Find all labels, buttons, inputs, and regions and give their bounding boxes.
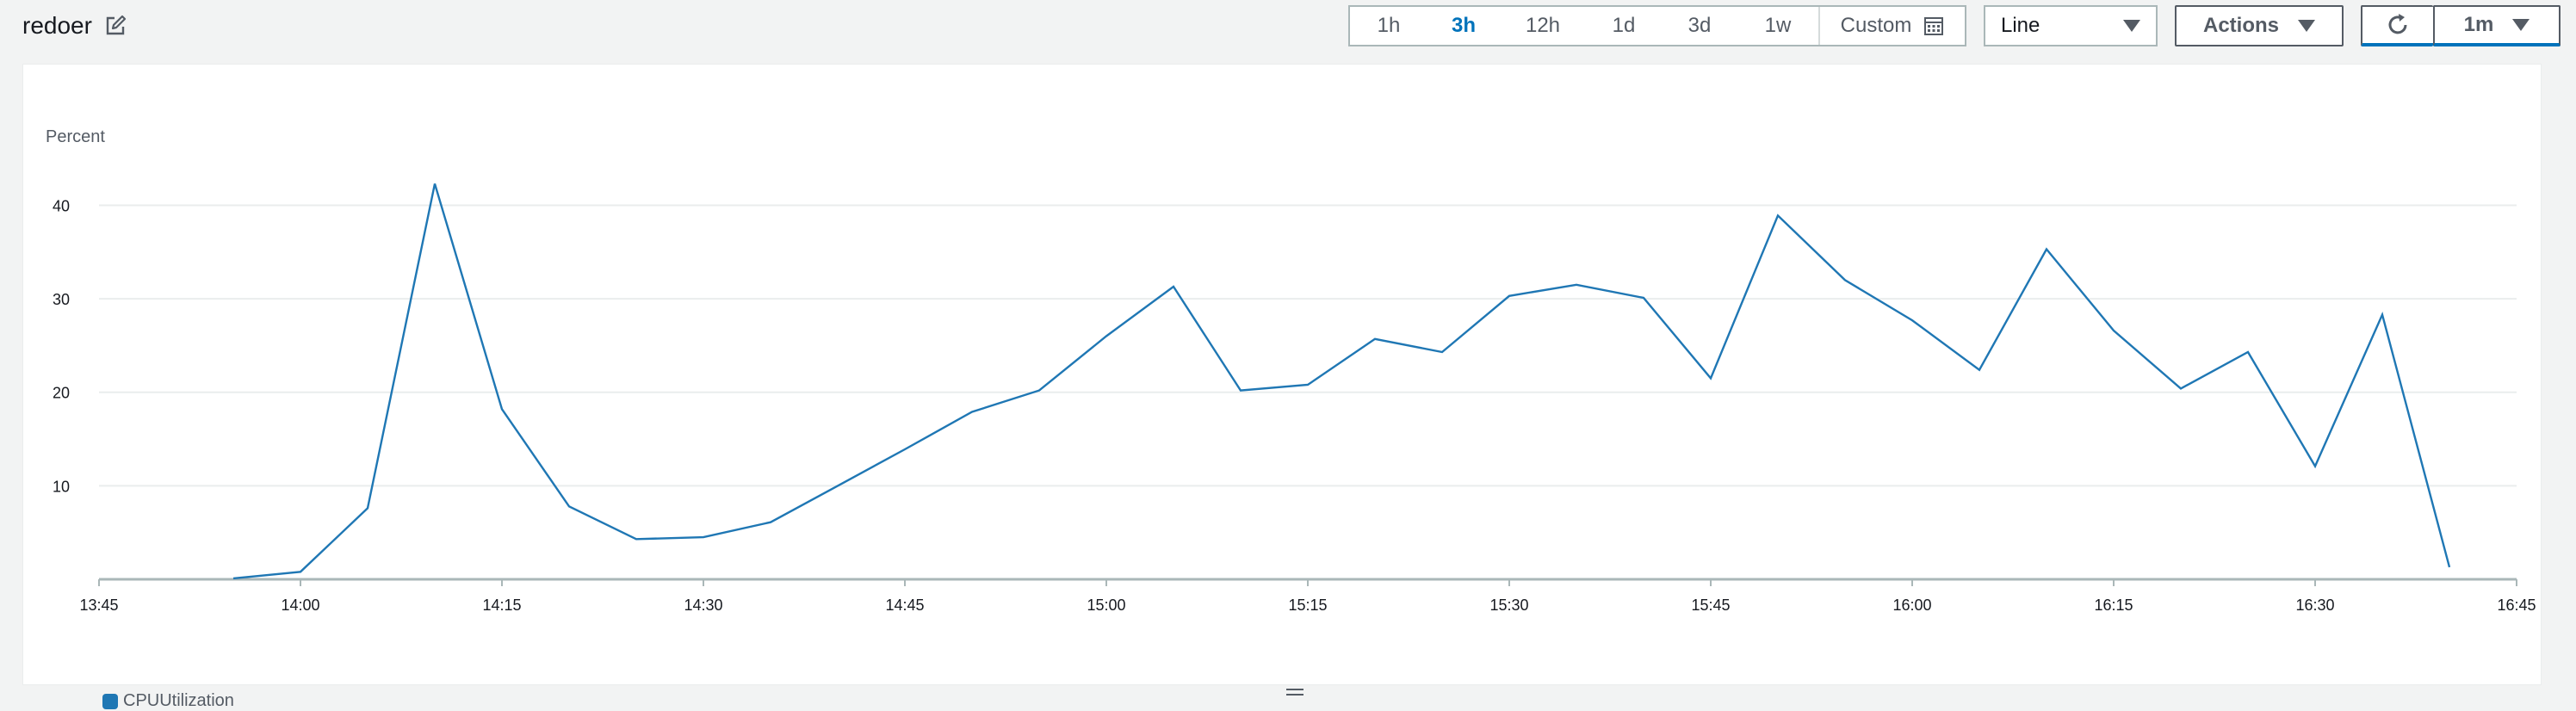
x-tick-label: 15:00: [1087, 597, 1125, 614]
edit-icon[interactable]: [104, 15, 127, 37]
legend-label[interactable]: CPUUtilization: [123, 691, 234, 710]
widget-title-group: redoer: [22, 12, 127, 40]
x-tick-label: 15:15: [1288, 597, 1327, 614]
x-tick-label: 14:00: [281, 597, 319, 614]
refresh-interval-value: 1m: [2463, 13, 2494, 36]
dashboard-header: redoer 1h 3h 12h 1d 3d 1w Custom Line: [0, 0, 2576, 60]
graph-type-select[interactable]: Line: [1984, 5, 2158, 46]
x-tick-label: 16:00: [1892, 597, 1931, 614]
time-range-custom[interactable]: Custom: [1818, 7, 1965, 45]
time-range-selector: 1h 3h 12h 1d 3d 1w Custom: [1348, 5, 1966, 46]
caret-down-icon: [2298, 20, 2315, 32]
series-line-0: [232, 183, 2451, 580]
time-range-1w[interactable]: 1w: [1764, 14, 1792, 37]
time-range-3h[interactable]: 3h: [1451, 14, 1476, 37]
widget-title: redoer: [22, 12, 92, 39]
resize-handle-icon[interactable]: [1286, 689, 1303, 697]
time-range-1d[interactable]: 1d: [1612, 14, 1636, 37]
x-tick-label: 15:30: [1489, 597, 1528, 614]
time-range-3d[interactable]: 3d: [1687, 14, 1712, 37]
caret-down-icon: [2512, 19, 2530, 31]
x-tick-label: 13:45: [79, 597, 118, 614]
x-tick-label: 15:45: [1691, 597, 1730, 614]
custom-label: Custom: [1840, 14, 1912, 37]
x-tick-label: 14:15: [482, 597, 521, 614]
actions-button[interactable]: Actions: [2175, 5, 2344, 46]
graph-type-value: Line: [2001, 14, 2040, 37]
x-tick-label: 16:45: [2497, 597, 2536, 614]
time-range-1h[interactable]: 1h: [1377, 14, 1401, 37]
refresh-icon: [2388, 14, 2407, 34]
chart-panel: Percent 10 20 30 40 13:45 14:00 14:15 14:30 14:45…: [22, 64, 2542, 710]
y-tick-label: 10: [53, 478, 70, 495]
line-chart: Percent 10 20 30 40 13:45 14:00 14:15 14:30 14:45…: [46, 127, 2536, 614]
calendar-icon: [1924, 17, 1944, 35]
legend-swatch[interactable]: [102, 693, 118, 709]
y-tick-label: 20: [53, 385, 70, 402]
actions-label: Actions: [2202, 14, 2279, 37]
caret-down-icon: [2123, 20, 2140, 32]
x-tick-label: 14:45: [885, 597, 924, 614]
time-range-12h[interactable]: 12h: [1525, 14, 1561, 37]
x-tick-label: 16:15: [2094, 597, 2133, 614]
y-tick-label: 40: [53, 197, 70, 214]
refresh-interval-select[interactable]: 1m: [2433, 5, 2561, 46]
chart-legend: CPUUtilization: [102, 691, 234, 711]
refresh-button[interactable]: [2361, 5, 2433, 46]
y-axis-label: Percent: [46, 127, 105, 146]
x-tick-label: 14:30: [684, 597, 722, 614]
x-tick-label: 16:30: [2295, 597, 2334, 614]
y-tick-label: 30: [53, 291, 70, 308]
